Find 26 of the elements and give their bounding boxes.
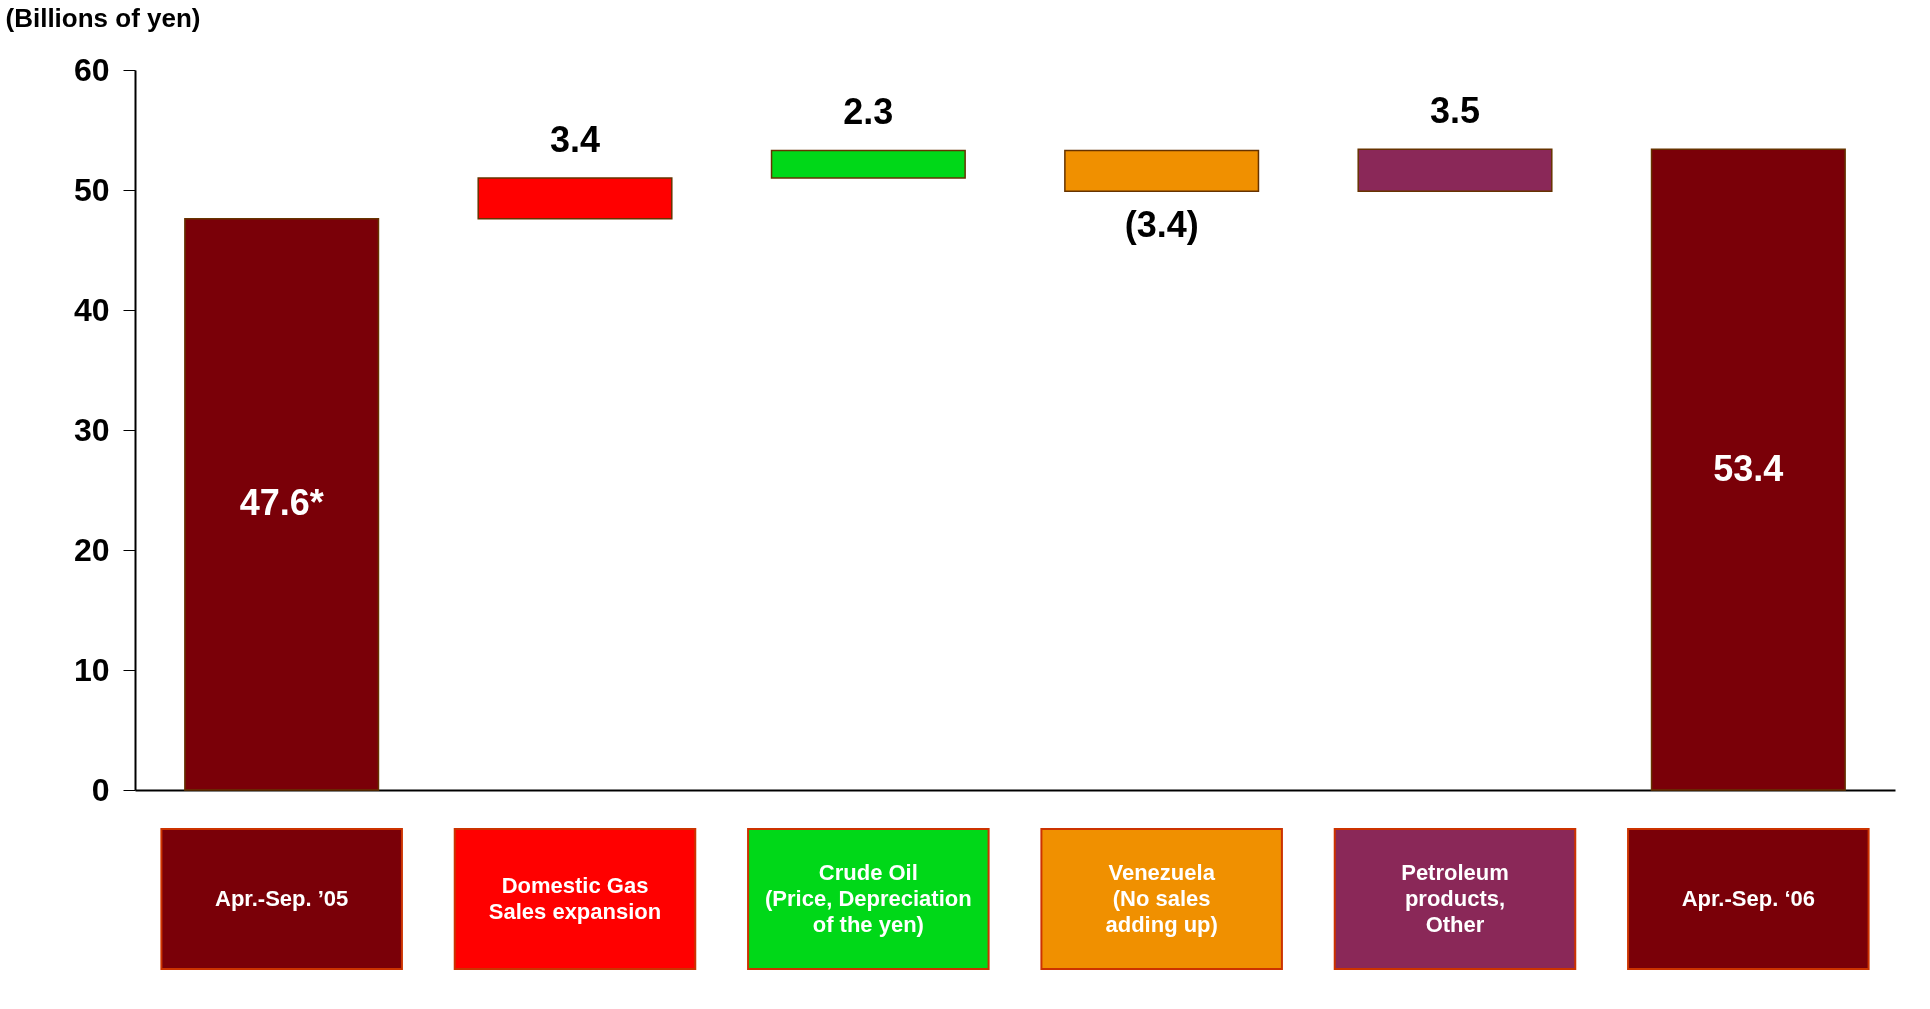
bar xyxy=(1064,149,1260,192)
y-tick-label: 10 xyxy=(73,651,110,688)
y-tick-label: 20 xyxy=(73,531,110,568)
data-label: 2.3 xyxy=(843,91,894,133)
data-label: 47.6* xyxy=(239,482,324,524)
bar xyxy=(184,218,380,791)
data-label: 3.4 xyxy=(549,119,601,160)
x-tick-label: Domestic Gas Sales expansion xyxy=(488,873,662,924)
x-tick-label: Apr.-Sep. ‘06 xyxy=(1681,886,1815,911)
x-tick-label: Petroleum products, Other xyxy=(1401,860,1509,937)
y-tick-label: 0 xyxy=(91,771,110,808)
data-label: 3.5 xyxy=(1429,90,1481,132)
data-label: 53.4 xyxy=(1713,447,1784,489)
x-tick-label: Crude Oil (Price, Depreciation of the yen) xyxy=(765,860,972,937)
bar xyxy=(770,149,966,179)
y-tick-label: 50 xyxy=(73,171,110,208)
y-tick-label: 60 xyxy=(73,51,110,88)
bar xyxy=(1357,148,1553,192)
data-label: (3.4) xyxy=(1124,204,1199,246)
y-tick-label: 30 xyxy=(73,411,110,448)
x-tick-label: Apr.-Sep. ’05 xyxy=(215,886,349,911)
y-axis-title: (Billions of yen) xyxy=(5,2,201,33)
bar xyxy=(1650,148,1846,791)
x-tick-label: Venezuela (No sales adding up) xyxy=(1105,860,1218,937)
bar xyxy=(477,177,673,220)
y-tick-label: 40 xyxy=(73,291,110,328)
